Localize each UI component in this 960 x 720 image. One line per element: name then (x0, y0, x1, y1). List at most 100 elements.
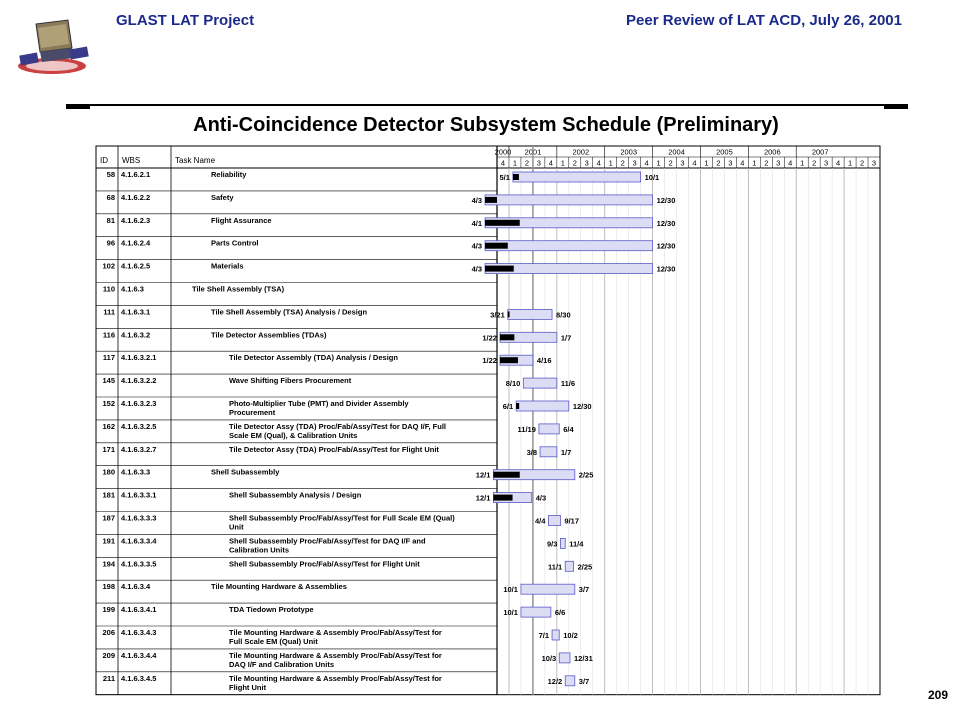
start-date-label: 12/1 (476, 494, 491, 503)
start-date-label: 3/8 (527, 448, 537, 457)
task-name: Shell Subassembly Analysis / Design (229, 491, 362, 500)
progress-bar (485, 219, 520, 226)
start-date-label: 4/4 (535, 517, 546, 526)
task-id: 206 (102, 628, 115, 637)
task-wbs: 4.1.6.2.3 (121, 216, 150, 225)
quarter-label: 1 (800, 159, 804, 168)
finish-date-label: 1/7 (561, 333, 571, 342)
quarter-label: 2 (668, 159, 672, 168)
finish-date-label: 12/30 (657, 196, 676, 205)
gantt-bar[interactable] (512, 171, 642, 183)
gantt-bar[interactable] (484, 194, 653, 206)
task-id: 68 (107, 193, 115, 202)
task-name: Tile Mounting Hardware & Assembly Proc/F… (229, 628, 442, 637)
rule-tick-right (884, 104, 908, 109)
finish-date-label: 4/16 (537, 356, 552, 365)
start-date-label: 10/3 (542, 654, 557, 663)
start-date-label: 11/1 (548, 562, 562, 571)
finish-date-label: 6/4 (563, 425, 574, 434)
task-id: 116 (103, 330, 115, 339)
gantt-bar[interactable] (522, 377, 558, 389)
task-wbs: 4.1.6.2.1 (121, 170, 150, 179)
task-wbs: 4.1.6.3.2.1 (121, 353, 156, 362)
gantt-frame (95, 145, 881, 696)
progress-bar (507, 311, 510, 318)
quarter-label: 3 (585, 159, 589, 168)
finish-date-label: 6/6 (555, 608, 565, 617)
task-id: 181 (102, 491, 115, 500)
gantt-bar[interactable] (551, 629, 560, 641)
year-label: 2005 (716, 148, 733, 157)
task-id: 171 (102, 445, 115, 454)
gantt-bar[interactable] (538, 423, 560, 435)
task-wbs: 4.1.6.3.4.3 (121, 628, 156, 637)
finish-date-label: 12/30 (573, 402, 592, 411)
quarter-label: 1 (609, 159, 613, 168)
gantt-bar[interactable] (539, 446, 558, 458)
gantt-bar[interactable] (564, 675, 576, 687)
progress-bar (493, 471, 520, 478)
task-id: 191 (102, 536, 115, 545)
gantt-bar[interactable] (548, 515, 561, 526)
gantt-bar[interactable] (507, 308, 553, 320)
quarter-label: 2 (716, 159, 720, 168)
task-name: Tile Detector Assy (TDA) Proc/Fab/Assy/T… (229, 422, 446, 431)
task-name: Flight Assurance (211, 216, 272, 225)
start-date-label: 4/3 (472, 265, 482, 274)
task-wbs: 4.1.6.3.4.4 (121, 651, 157, 660)
quarter-label: 4 (836, 159, 840, 168)
task-name: Calibration Units (229, 545, 289, 554)
finish-date-label: 2/25 (579, 471, 594, 480)
start-date-label: 7/1 (539, 631, 549, 640)
task-wbs: 4.1.6.3.2.5 (121, 422, 156, 431)
start-date-label: 4/3 (472, 196, 482, 205)
gantt-bar[interactable] (484, 240, 653, 252)
start-date-label: 1/22 (482, 333, 497, 342)
task-name: Tile Mounting Hardware & Assemblies (211, 582, 347, 591)
start-date-label: 12/2 (548, 677, 563, 686)
progress-bar (485, 265, 514, 272)
progress-bar (485, 196, 497, 203)
finish-date-label: 11/6 (561, 379, 575, 388)
finish-date-label: 2/25 (578, 562, 593, 571)
task-id: 209 (102, 651, 115, 660)
task-wbs: 4.1.6.3.3.1 (121, 491, 156, 500)
quarter-label: 2 (860, 159, 864, 168)
task-name: Scale EM (Qual), & Calibration Units (229, 431, 357, 440)
start-date-label: 9/3 (547, 539, 557, 548)
header-review-title: Peer Review of LAT ACD, July 26, 2001 (626, 12, 902, 29)
task-name: Materials (211, 262, 244, 271)
finish-date-label: 8/30 (556, 310, 571, 319)
finish-date-label: 12/30 (657, 219, 676, 228)
start-date-label: 10/1 (503, 608, 518, 617)
task-id: 81 (107, 216, 115, 225)
finish-date-label: 9/17 (564, 517, 579, 526)
task-name: Parts Control (211, 239, 259, 248)
task-id: 198 (102, 582, 115, 591)
quarter-label: 4 (501, 159, 505, 168)
task-id: 152 (102, 399, 115, 408)
task-name: Procurement (229, 408, 276, 417)
task-name: Tile Shell Assembly (TSA) (192, 285, 285, 294)
finish-date-label: 10/2 (563, 631, 578, 640)
quarter-label: 4 (692, 159, 696, 168)
quarter-label: 4 (549, 159, 553, 168)
gantt-bar[interactable] (515, 400, 570, 412)
task-id: 162 (102, 422, 115, 431)
quarter-label: 3 (728, 159, 732, 168)
gantt-bar[interactable] (520, 583, 576, 595)
start-date-label: 1/22 (482, 356, 497, 365)
quarter-label: 4 (645, 159, 649, 168)
page-number: 209 (927, 688, 948, 702)
quarter-label: 1 (848, 159, 852, 168)
task-wbs: 4.1.6.3.4 (121, 582, 151, 591)
gantt-bar[interactable] (564, 560, 574, 572)
task-id: 199 (102, 605, 115, 614)
gantt-bar[interactable] (520, 606, 552, 618)
task-wbs: 4.1.6.3.3.3 (121, 514, 156, 523)
quarter-label: 2 (764, 159, 768, 168)
gantt-bar[interactable] (560, 538, 566, 549)
finish-date-label: 10/1 (645, 173, 660, 182)
start-date-label: 5/1 (499, 173, 509, 182)
gantt-bar[interactable] (558, 652, 571, 664)
